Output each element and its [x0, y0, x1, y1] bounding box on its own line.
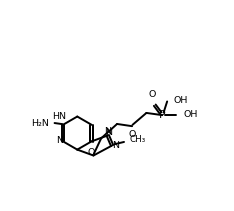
- Text: P: P: [159, 110, 166, 120]
- Text: O: O: [149, 90, 156, 99]
- Text: N: N: [113, 141, 120, 150]
- Text: HN: HN: [52, 112, 66, 121]
- Text: OH: OH: [173, 96, 188, 105]
- Text: N: N: [105, 128, 112, 137]
- Text: O: O: [129, 130, 136, 139]
- Text: OH: OH: [183, 110, 197, 119]
- Text: N: N: [104, 127, 111, 136]
- Text: O: O: [88, 148, 95, 157]
- Text: H₂N: H₂N: [31, 119, 49, 127]
- Text: CH₃: CH₃: [129, 135, 145, 144]
- Text: N: N: [57, 137, 64, 145]
